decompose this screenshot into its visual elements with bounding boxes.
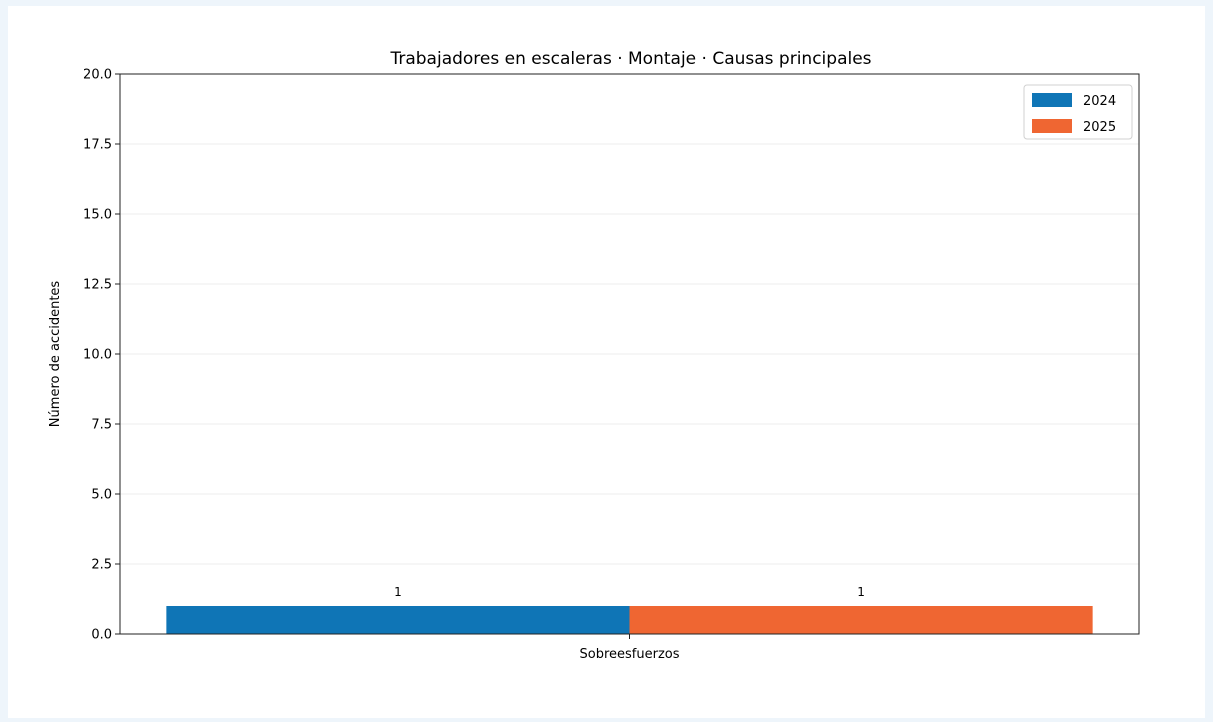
x-tick-label: Sobreesfuerzos	[580, 647, 680, 662]
data-label-2025: 1	[857, 585, 865, 599]
y-tick-label: 12.5	[83, 278, 112, 293]
x-axis-ticks: Sobreesfuerzos	[580, 634, 680, 662]
y-axis-label: Número de accidentes	[48, 281, 63, 428]
figure-background: 0.0 2.5 5.0 7.5 10.0 12.5 15.0 17.5 20.0 Sobrees…	[8, 6, 1205, 718]
y-tick-label: 10.0	[83, 348, 112, 363]
y-tick-label: 5.0	[91, 488, 112, 503]
gridlines	[120, 143, 1139, 565]
bars	[166, 606, 1093, 634]
bar-2024	[166, 606, 630, 634]
y-axis-ticks: 0.0 2.5 5.0 7.5 10.0 12.5 15.0 17.5 20.0	[83, 68, 120, 643]
legend-swatch-2024	[1032, 93, 1072, 107]
y-tick-label: 0.0	[91, 628, 112, 643]
chart-title: Trabajadores en escaleras · Montaje · Ca…	[389, 49, 871, 69]
data-label-2024: 1	[394, 585, 402, 599]
y-tick-label: 17.5	[83, 138, 112, 153]
legend-label-2024: 2024	[1083, 94, 1116, 109]
y-tick-label: 7.5	[91, 418, 112, 433]
y-tick-label: 15.0	[83, 208, 112, 223]
bar-2025	[629, 606, 1093, 634]
y-tick-label: 20.0	[83, 68, 112, 83]
bar-chart: 0.0 2.5 5.0 7.5 10.0 12.5 15.0 17.5 20.0 Sobrees…	[48, 49, 1140, 662]
y-tick-label: 2.5	[91, 558, 112, 573]
legend-swatch-2025	[1032, 119, 1072, 133]
legend: 2024 2025	[1023, 84, 1133, 140]
legend-label-2025: 2025	[1083, 120, 1116, 135]
